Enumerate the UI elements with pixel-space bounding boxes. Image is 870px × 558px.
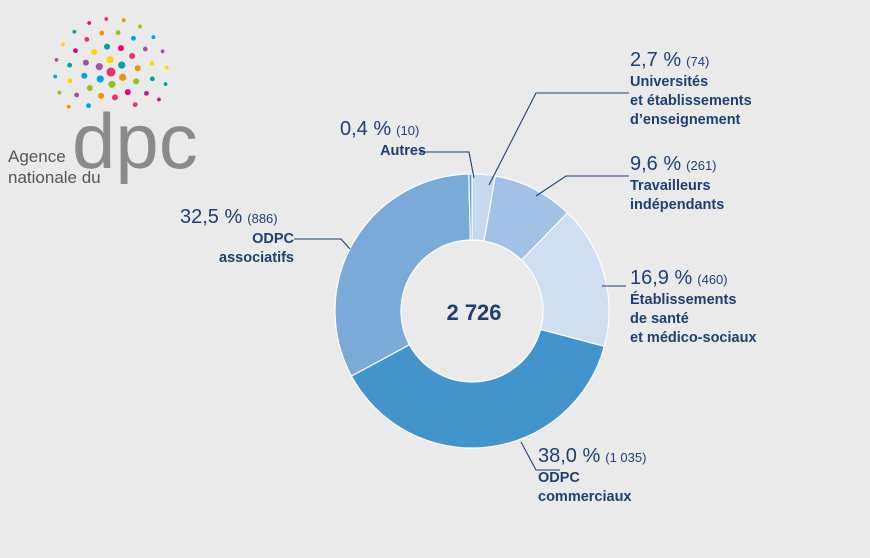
slice-percent: 16,9 % xyxy=(630,267,692,289)
logo-dot xyxy=(108,80,116,88)
slice-percent: 38,0 % xyxy=(538,445,600,467)
logo-dot xyxy=(149,60,155,66)
logo-dot xyxy=(133,78,140,85)
slice-count: (460) xyxy=(697,272,727,287)
slice-count: (886) xyxy=(247,211,277,226)
logo-dot xyxy=(160,49,165,54)
logo-dot xyxy=(157,97,161,102)
logo-dot xyxy=(104,43,111,50)
logo-dot xyxy=(96,75,104,83)
logo-dot xyxy=(104,17,109,21)
slice-percent-label: 9,6 % (261) xyxy=(630,153,717,175)
slice-labels: 2,7 % (74) Universités et établissements d’e… xyxy=(180,49,757,505)
slice-percent-label: 32,5 % (886) xyxy=(180,206,278,228)
slice-category-label: de santé xyxy=(630,311,689,327)
logo-brand: dpc xyxy=(72,97,198,185)
slice-category-label: et médico-sociaux xyxy=(630,330,757,346)
logo-dot xyxy=(87,21,92,25)
logo-dot xyxy=(57,90,62,95)
logo-dot xyxy=(164,65,169,70)
logo-dot xyxy=(132,102,138,108)
slice-category-label: et établissements xyxy=(630,93,752,109)
logo-dots-icon xyxy=(53,17,169,109)
logo-dot xyxy=(86,103,91,109)
logo-dot xyxy=(74,92,80,98)
leader-line xyxy=(420,151,475,179)
logo-line-1: Agence xyxy=(8,147,66,166)
logo-dot xyxy=(98,92,105,99)
logo-dot xyxy=(86,84,93,91)
slice-category-label: Universités xyxy=(630,74,708,90)
slice-category-label: Établissements xyxy=(630,291,736,308)
logo-dot xyxy=(144,90,149,96)
slice-category-label: associatifs xyxy=(219,250,294,266)
logo-dot xyxy=(106,56,114,64)
logo-dot xyxy=(163,82,168,86)
slice-count: (261) xyxy=(686,158,716,173)
slice-category-label: commerciaux xyxy=(538,489,632,505)
logo-line-2: nationale du xyxy=(8,168,101,187)
logo-dot xyxy=(82,59,89,66)
logo-dot xyxy=(118,61,126,69)
logo-dot xyxy=(81,72,88,79)
leader-line xyxy=(535,175,629,197)
logo-dot xyxy=(99,30,105,36)
logo-dot xyxy=(151,35,156,40)
logo-dot xyxy=(134,65,141,72)
agence-dpc-logo: Agence nationale du dpc xyxy=(8,17,198,187)
donut-slices xyxy=(334,173,610,449)
logo-dot xyxy=(117,45,124,52)
logo-dot xyxy=(67,62,73,68)
slice-category-label: ODPC xyxy=(538,470,580,486)
leader-line xyxy=(488,92,629,186)
logo-dot xyxy=(95,63,103,71)
donut-slice xyxy=(468,173,473,241)
slice-percent: 9,6 % xyxy=(630,153,681,175)
logo-dot xyxy=(61,42,65,47)
logo-dot xyxy=(138,24,142,29)
donut-slice xyxy=(350,328,606,449)
slice-category-label: Travailleurs xyxy=(630,178,711,194)
slice-category-label: Autres xyxy=(380,143,426,159)
slice-category-label: d’enseignement xyxy=(630,112,741,128)
logo-dot xyxy=(131,35,136,41)
logo-dot xyxy=(54,58,59,62)
logo-dot xyxy=(149,76,155,82)
slice-percent: 32,5 % xyxy=(180,206,242,228)
logo-dot xyxy=(119,73,127,81)
slice-percent: 2,7 % xyxy=(630,49,681,71)
slice-percent-label: 38,0 % (1 035) xyxy=(538,445,646,467)
slice-count: (1 035) xyxy=(605,450,646,465)
logo-dot xyxy=(124,89,131,96)
leader-line xyxy=(294,238,351,250)
slice-count: (74) xyxy=(686,54,709,69)
logo-dot xyxy=(53,74,58,79)
slice-percent: 0,4 % xyxy=(340,118,391,140)
slice-percent-label: 16,9 % (460) xyxy=(630,267,728,289)
logo-dot xyxy=(67,78,73,84)
logo-dot xyxy=(91,48,98,55)
logo-dot xyxy=(84,36,90,42)
slice-category-label: ODPC xyxy=(252,231,294,247)
logo-dot xyxy=(73,48,78,54)
logo-dot xyxy=(66,104,71,109)
logo-dot xyxy=(142,46,148,52)
donut-center-total: 2 726 xyxy=(446,300,501,325)
slice-percent-label: 2,7 % (74) xyxy=(630,49,709,71)
logo-dot xyxy=(115,30,121,36)
slice-count: (10) xyxy=(396,123,419,138)
leader-line xyxy=(520,441,560,471)
logo-dot xyxy=(129,53,136,60)
logo-dot xyxy=(121,18,126,23)
logo-dot xyxy=(106,67,116,77)
slice-percent-label: 0,4 % (10) xyxy=(340,118,419,140)
slice-category-label: indépendants xyxy=(630,197,724,213)
logo-dot xyxy=(111,94,118,101)
logo-dot xyxy=(72,29,77,34)
donut-slice xyxy=(334,173,471,377)
